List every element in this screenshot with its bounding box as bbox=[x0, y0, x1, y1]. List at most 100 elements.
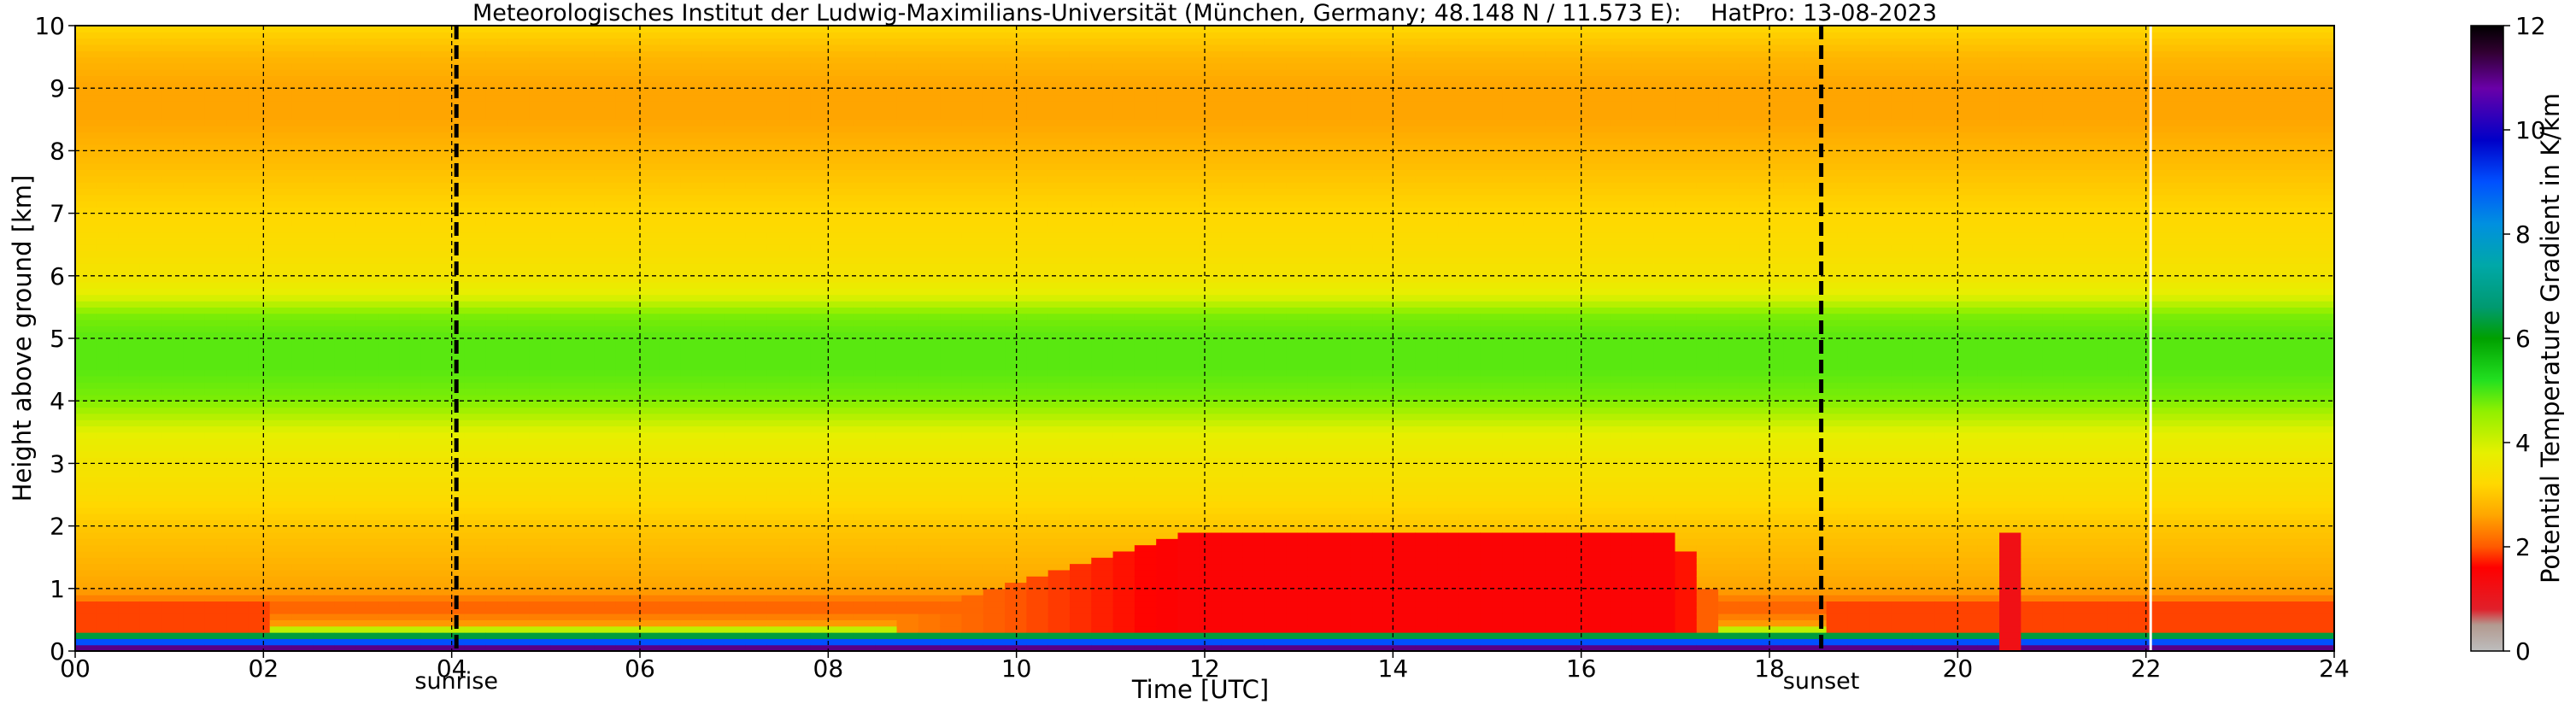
heatmap-cell bbox=[853, 94, 876, 102]
heatmap-cell bbox=[853, 156, 876, 164]
heatmap-cell bbox=[831, 113, 854, 120]
heatmap-cell bbox=[464, 326, 487, 333]
heatmap-cell bbox=[724, 582, 747, 590]
heatmap-cell bbox=[745, 350, 768, 358]
heatmap-cell bbox=[789, 394, 811, 402]
heatmap-cell bbox=[572, 250, 595, 258]
heatmap-cell bbox=[961, 369, 984, 377]
heatmap-cell bbox=[724, 132, 747, 139]
heatmap-cell bbox=[940, 138, 963, 145]
heatmap-cell bbox=[615, 431, 638, 439]
heatmap-cell bbox=[485, 501, 508, 508]
heatmap-cell bbox=[97, 513, 120, 520]
heatmap-cell bbox=[831, 213, 854, 220]
heatmap-cell bbox=[572, 219, 595, 226]
heatmap-cell bbox=[75, 238, 97, 245]
heatmap-cell bbox=[550, 501, 573, 508]
heatmap-cell bbox=[875, 331, 898, 339]
heatmap-cell bbox=[291, 350, 314, 358]
heatmap-cell bbox=[875, 401, 898, 408]
heatmap-cell bbox=[75, 525, 97, 533]
heatmap-cell bbox=[983, 513, 1006, 520]
heatmap-cell bbox=[810, 232, 833, 239]
heatmap-cell bbox=[1112, 350, 1135, 358]
heatmap-cell bbox=[248, 138, 271, 145]
heatmap-cell bbox=[918, 188, 941, 196]
heatmap-cell bbox=[485, 350, 508, 358]
heatmap-cell bbox=[1069, 457, 1092, 464]
heatmap-cell bbox=[334, 244, 357, 252]
heatmap-cell bbox=[940, 476, 963, 483]
heatmap-cell bbox=[1069, 488, 1092, 496]
heatmap-cell bbox=[918, 563, 941, 571]
heatmap-cell bbox=[1069, 482, 1092, 490]
heatmap-cell bbox=[550, 331, 573, 339]
heatmap-cell bbox=[680, 544, 703, 552]
heatmap-cell bbox=[875, 250, 898, 258]
heatmap-cell bbox=[269, 307, 292, 314]
heatmap-cell bbox=[961, 569, 984, 577]
heatmap-cell bbox=[961, 100, 984, 108]
heatmap-cell bbox=[680, 482, 703, 490]
heatmap-cell bbox=[161, 75, 185, 83]
heatmap-cell bbox=[443, 569, 466, 577]
heatmap-cell bbox=[204, 601, 227, 608]
heatmap-cell bbox=[572, 513, 595, 520]
heatmap-cell bbox=[701, 200, 725, 208]
heatmap-cell bbox=[226, 413, 249, 420]
heatmap-cell bbox=[875, 525, 898, 533]
heatmap-cell bbox=[529, 382, 552, 390]
heatmap-cell bbox=[226, 613, 249, 620]
heatmap-cell bbox=[1112, 331, 1135, 339]
heatmap-cell bbox=[831, 476, 854, 483]
heatmap-cell bbox=[680, 613, 703, 620]
heatmap-cell bbox=[334, 238, 357, 245]
heatmap-cell bbox=[399, 126, 422, 133]
heatmap-cell bbox=[701, 425, 725, 433]
heatmap-cell bbox=[420, 213, 443, 220]
heatmap-cell bbox=[399, 613, 422, 620]
heatmap-cell bbox=[1091, 413, 1114, 420]
heatmap-cell bbox=[313, 375, 336, 383]
heatmap-cell bbox=[875, 81, 898, 89]
heatmap-cell bbox=[1047, 226, 1071, 233]
heatmap-cell bbox=[637, 482, 660, 490]
heatmap-cell bbox=[334, 113, 357, 120]
heatmap-cell bbox=[680, 501, 703, 508]
heatmap-cell bbox=[97, 156, 120, 164]
heatmap-cell bbox=[399, 44, 422, 51]
heatmap-cell bbox=[183, 625, 206, 633]
heatmap-cell bbox=[1091, 94, 1114, 102]
heatmap-cell bbox=[334, 269, 357, 277]
heatmap-cell bbox=[724, 331, 747, 339]
heatmap-cell bbox=[443, 425, 466, 433]
heatmap-cell bbox=[508, 69, 530, 77]
heatmap-cell bbox=[875, 576, 898, 584]
heatmap-cell bbox=[940, 331, 963, 339]
heatmap-cell bbox=[853, 607, 876, 614]
heatmap-cell bbox=[378, 313, 401, 320]
heatmap-cell bbox=[183, 501, 206, 508]
heatmap-cell bbox=[313, 350, 336, 358]
heatmap-cell bbox=[1047, 582, 1071, 590]
heatmap-cell bbox=[831, 356, 854, 364]
heatmap-cell bbox=[594, 163, 617, 170]
heatmap-cell bbox=[572, 607, 595, 614]
heatmap-cell bbox=[659, 363, 682, 371]
heatmap-cell bbox=[659, 88, 682, 96]
heatmap-cell bbox=[701, 601, 725, 608]
heatmap-cell bbox=[896, 307, 919, 314]
heatmap-cell bbox=[464, 94, 487, 102]
heatmap-cell bbox=[1047, 238, 1071, 245]
heatmap-cell bbox=[97, 294, 120, 302]
heatmap-cell bbox=[139, 219, 162, 226]
heatmap-cell bbox=[961, 169, 984, 177]
heatmap-cell bbox=[334, 501, 357, 508]
heatmap-cell bbox=[1005, 344, 1027, 352]
heatmap-cell bbox=[420, 138, 443, 145]
heatmap-cell bbox=[853, 644, 876, 651]
heatmap-cell bbox=[594, 282, 617, 290]
heatmap-cell bbox=[1134, 563, 1157, 571]
heatmap-cell bbox=[940, 238, 963, 245]
heatmap-cell bbox=[1026, 338, 1049, 345]
